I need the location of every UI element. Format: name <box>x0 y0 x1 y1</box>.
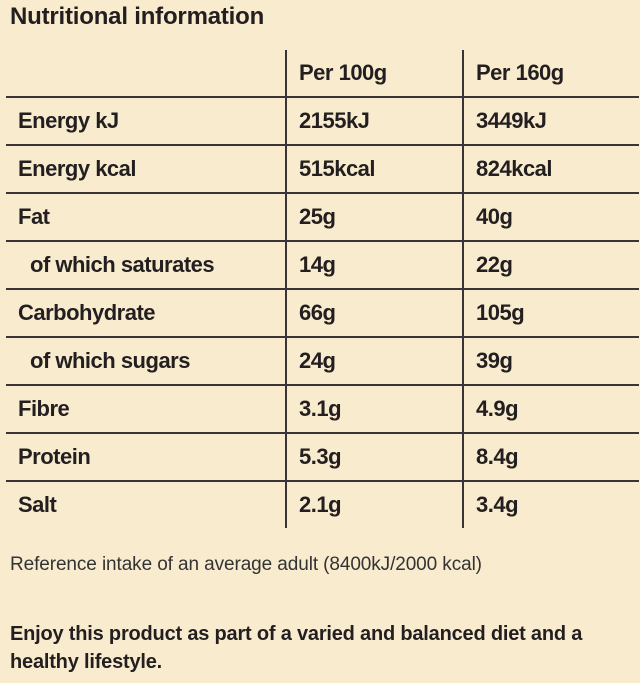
nutrient-label: Energy kJ <box>6 96 286 145</box>
nutrient-label: of which sugars <box>6 336 286 385</box>
header-label-column <box>6 50 286 97</box>
value-per-100g: 5.3g <box>285 432 463 481</box>
nutrient-label: Carbohydrate <box>6 288 286 337</box>
table-row: Fibre 3.1g 4.9g <box>6 384 639 433</box>
table-row: Energy kJ 2155kJ 3449kJ <box>6 96 639 145</box>
nutrient-label: Fibre <box>6 384 286 433</box>
value-per-100g: 3.1g <box>285 384 463 433</box>
value-per-160g: 39g <box>462 336 639 385</box>
nutrient-label: Fat <box>6 192 286 241</box>
table-row: of which saturates 14g 22g <box>6 240 639 289</box>
table-row: of which sugars 24g 39g <box>6 336 639 385</box>
nutrition-table: Per 100g Per 160g Energy kJ 2155kJ 3449kJ E… <box>6 50 639 528</box>
value-per-100g: 14g <box>285 240 463 289</box>
value-per-160g: 8.4g <box>462 432 639 481</box>
value-per-100g: 515kcal <box>285 144 463 193</box>
value-per-100g: 25g <box>285 192 463 241</box>
value-per-100g: 2155kJ <box>285 96 463 145</box>
table-row: Protein 5.3g 8.4g <box>6 432 639 481</box>
nutrient-label: Energy kcal <box>6 144 286 193</box>
nutrient-label: Salt <box>6 480 286 528</box>
nutrient-label: of which saturates <box>6 240 286 289</box>
value-per-160g: 3449kJ <box>462 96 639 145</box>
header-per-100g: Per 100g <box>285 50 463 97</box>
table-row: Salt 2.1g 3.4g <box>6 480 639 528</box>
value-per-160g: 3.4g <box>462 480 639 528</box>
header-per-160g: Per 160g <box>462 50 639 97</box>
table-header-row: Per 100g Per 160g <box>6 50 639 97</box>
reference-intake-note: Reference intake of an average adult (84… <box>10 554 482 575</box>
value-per-160g: 105g <box>462 288 639 337</box>
footer-message: Enjoy this product as part of a varied a… <box>10 623 583 673</box>
page-title: Nutritional information <box>10 3 265 30</box>
table-row: Fat 25g 40g <box>6 192 639 241</box>
value-per-160g: 22g <box>462 240 639 289</box>
value-per-160g: 824kcal <box>462 144 639 193</box>
value-per-100g: 2.1g <box>285 480 463 528</box>
value-per-100g: 66g <box>285 288 463 337</box>
value-per-160g: 40g <box>462 192 639 241</box>
nutrient-label: Protein <box>6 432 286 481</box>
value-per-160g: 4.9g <box>462 384 639 433</box>
table-row: Carbohydrate 66g 105g <box>6 288 639 337</box>
value-per-100g: 24g <box>285 336 463 385</box>
table-row: Energy kcal 515kcal 824kcal <box>6 144 639 193</box>
